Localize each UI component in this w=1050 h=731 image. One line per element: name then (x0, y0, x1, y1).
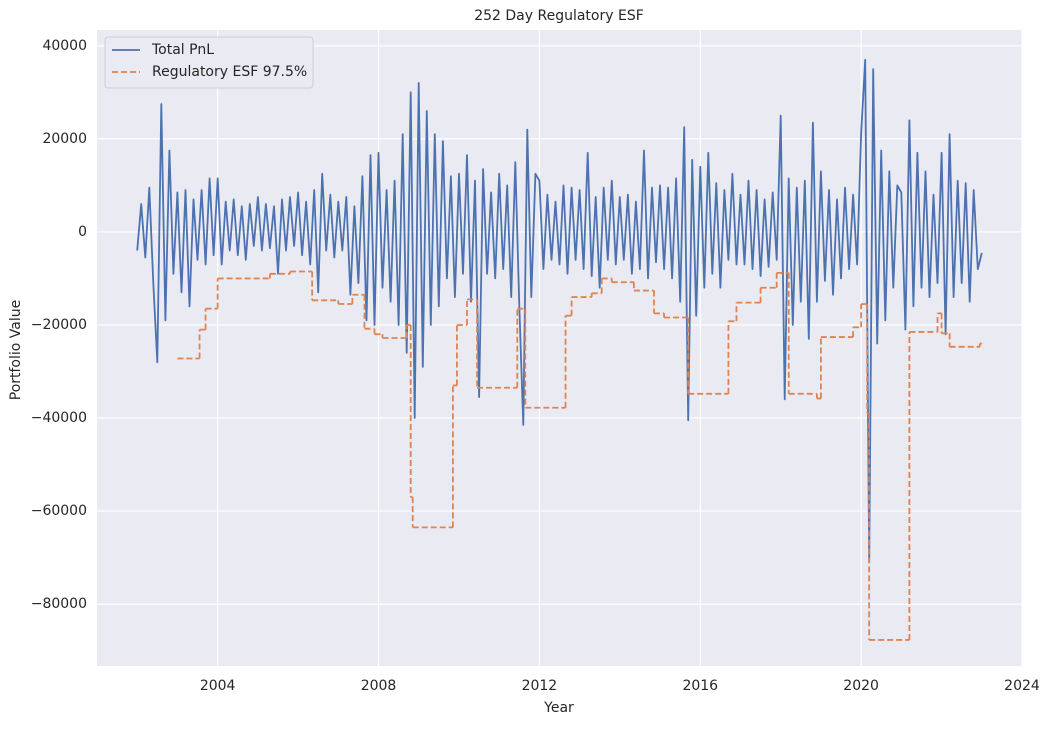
y-tick-label: 0 (78, 224, 87, 240)
y-tick-label: 20000 (42, 131, 87, 147)
x-tick-label: 2024 (1004, 678, 1040, 694)
chart-title: 252 Day Regulatory ESF (474, 8, 644, 24)
legend-label: Regulatory ESF 97.5% (152, 64, 307, 80)
x-axis-label: Year (543, 700, 574, 716)
series-line (136, 58, 983, 564)
x-tick-label: 2020 (843, 678, 879, 694)
y-tick-label: −40000 (31, 410, 87, 426)
x-tick-label: 2016 (682, 678, 718, 694)
y-tick-label: −60000 (31, 503, 87, 519)
x-tick-label: 2004 (200, 678, 236, 694)
plot-area (97, 30, 1022, 666)
x-tick-label: 2012 (522, 678, 558, 694)
marks (136, 58, 983, 641)
legend-box (104, 36, 314, 89)
y-tick-label: −20000 (31, 317, 87, 333)
y-tick-label: 40000 (42, 38, 87, 54)
x-tick-label: 2008 (361, 678, 397, 694)
legend-label: Total PnL (151, 42, 214, 58)
y-tick-label: −80000 (31, 596, 87, 612)
grid: −80000 −60000 −40000 −20000 0 20000 40000 2004 2… (31, 30, 1040, 694)
legend: Total PnL Regulatory ESF 97.5% (104, 36, 314, 89)
y-axis-label: Portfolio Value (8, 300, 24, 401)
